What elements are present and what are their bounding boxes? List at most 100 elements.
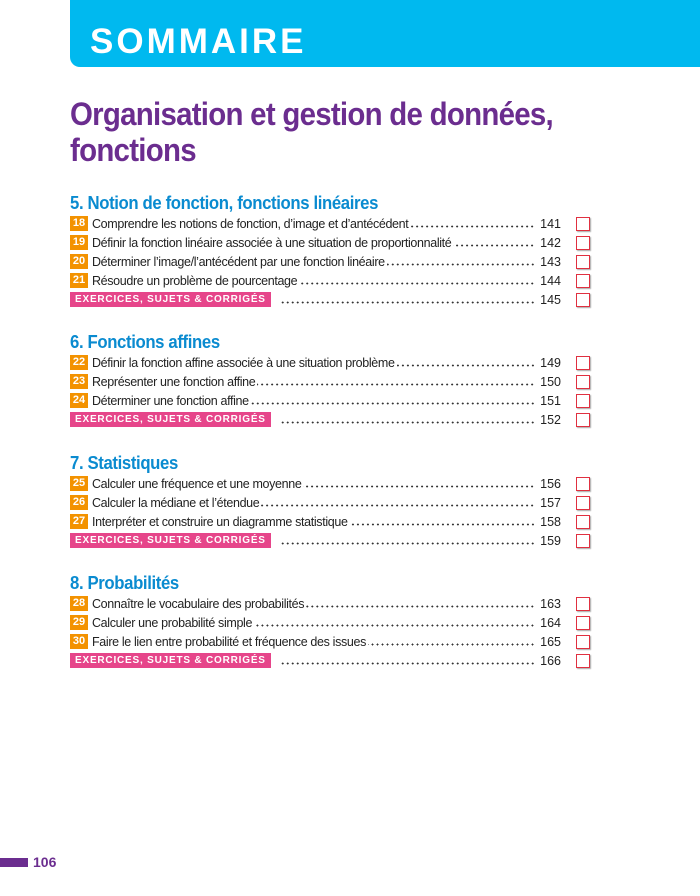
exercises-badge: EXERCICES, SUJETS & CORRIGÉS xyxy=(70,533,271,548)
entry-page: 163 xyxy=(540,596,561,611)
toc-section: 6. Fonctions affines 22 Définir la fonct… xyxy=(70,331,590,429)
chapter-number-badge: 27 xyxy=(70,514,88,529)
page-number: 106 xyxy=(33,854,57,870)
entry-label: Calculer une probabilité simple xyxy=(92,615,253,630)
entry-page: 149 xyxy=(540,355,561,370)
entry-page: 143 xyxy=(540,254,561,269)
entry-label: Comprendre les notions de fonction, d’im… xyxy=(92,216,409,231)
toc-entry[interactable]: 20 Déterminer l’image/l’antécédent par u… xyxy=(70,252,590,271)
toc-entry[interactable]: 24 Déterminer une fonction affine 151 xyxy=(70,391,590,410)
chapter-number-badge: 28 xyxy=(70,596,88,611)
entry-page: 157 xyxy=(540,495,561,510)
entry-label: Définir la fonction affine associée à un… xyxy=(92,355,395,370)
toc-entry[interactable]: 26 Calculer la médiane et l’étendue 157 xyxy=(70,493,590,512)
entry-page: 144 xyxy=(540,273,561,288)
dot-leader xyxy=(261,504,535,507)
checkbox[interactable] xyxy=(576,653,590,668)
toc-entry[interactable]: 19 Définir la fonction linéaire associée… xyxy=(70,233,590,252)
page-title: Organisation et gestion de données, fonc… xyxy=(70,96,554,168)
dot-leader xyxy=(278,301,535,304)
checkbox[interactable] xyxy=(576,235,590,250)
checkbox[interactable] xyxy=(576,216,590,231)
checkbox[interactable] xyxy=(576,393,590,408)
dot-leader xyxy=(250,402,535,405)
toc-entry[interactable]: 22 Définir la fonction affine associée à… xyxy=(70,353,590,372)
entry-page: 145 xyxy=(540,292,561,307)
dot-leader xyxy=(367,643,535,646)
entry-label: Déterminer l’image/l’antécédent par une … xyxy=(92,254,385,269)
toc-entry-exercises[interactable]: EXERCICES, SUJETS & CORRIGÉS 145 xyxy=(70,290,590,309)
toc-entry[interactable]: 25 Calculer une fréquence et une moyenne… xyxy=(70,474,590,493)
entry-page: 165 xyxy=(540,634,561,649)
checkbox[interactable] xyxy=(576,533,590,548)
checkbox[interactable] xyxy=(576,374,590,389)
checkbox[interactable] xyxy=(576,634,590,649)
section-heading: 8. Probabilités xyxy=(70,573,179,593)
toc-entry-exercises[interactable]: EXERCICES, SUJETS & CORRIGÉS 159 xyxy=(70,531,590,550)
toc-entry[interactable]: 27 Interpréter et construire un diagramm… xyxy=(70,512,590,531)
entry-page: 152 xyxy=(540,412,561,427)
checkbox[interactable] xyxy=(576,412,590,427)
chapter-number-badge: 18 xyxy=(70,216,88,231)
entry-page: 142 xyxy=(540,235,561,250)
checkbox[interactable] xyxy=(576,615,590,630)
chapter-number-badge: 24 xyxy=(70,393,88,408)
toc-entry[interactable]: 29 Calculer une probabilité simple 164 xyxy=(70,613,590,632)
section-heading: 7. Statistiques xyxy=(70,453,178,473)
checkbox[interactable] xyxy=(576,596,590,611)
entry-page: 159 xyxy=(540,533,561,548)
dot-leader xyxy=(278,662,535,665)
exercises-badge: EXERCICES, SUJETS & CORRIGÉS xyxy=(70,292,271,307)
dot-leader xyxy=(453,244,535,247)
entry-label: Définir la fonction linéaire associée à … xyxy=(92,235,452,250)
chapter-number-badge: 30 xyxy=(70,634,88,649)
checkbox[interactable] xyxy=(576,476,590,491)
checkbox[interactable] xyxy=(576,495,590,510)
exercises-badge: EXERCICES, SUJETS & CORRIGÉS xyxy=(70,653,271,668)
entry-label: Interpréter et construire un diagramme s… xyxy=(92,514,348,529)
dot-leader xyxy=(396,364,535,367)
entry-page: 158 xyxy=(540,514,561,529)
checkbox[interactable] xyxy=(576,292,590,307)
entry-page: 150 xyxy=(540,374,561,389)
entry-page: 151 xyxy=(540,393,561,408)
footer-bar xyxy=(0,858,28,867)
chapter-number-badge: 21 xyxy=(70,273,88,288)
chapter-number-badge: 19 xyxy=(70,235,88,250)
toc-entry[interactable]: 21 Résoudre un problème de pourcentage 1… xyxy=(70,271,590,290)
checkbox[interactable] xyxy=(576,355,590,370)
toc-entry[interactable]: 18 Comprendre les notions de fonction, d… xyxy=(70,214,590,233)
chapter-number-badge: 29 xyxy=(70,615,88,630)
entry-page: 156 xyxy=(540,476,561,491)
chapter-number-badge: 26 xyxy=(70,495,88,510)
toc-entry[interactable]: 23 Représenter une fonction affine 150 xyxy=(70,372,590,391)
header-banner: SOMMAIRE xyxy=(70,0,700,67)
dot-leader xyxy=(254,624,535,627)
toc-entry[interactable]: 28 Connaître le vocabulaire des probabil… xyxy=(70,594,590,613)
chapter-number-badge: 22 xyxy=(70,355,88,370)
entry-page: 141 xyxy=(540,216,561,231)
toc-entry[interactable]: 30 Faire le lien entre probabilité et fr… xyxy=(70,632,590,651)
toc-entry-exercises[interactable]: EXERCICES, SUJETS & CORRIGÉS 152 xyxy=(70,410,590,429)
header-label: SOMMAIRE xyxy=(90,22,307,61)
checkbox[interactable] xyxy=(576,514,590,529)
toc-section: 5. Notion de fonction, fonctions linéair… xyxy=(70,192,590,309)
chapter-number-badge: 25 xyxy=(70,476,88,491)
checkbox[interactable] xyxy=(576,254,590,269)
dot-leader xyxy=(257,383,535,386)
chapter-number-badge: 20 xyxy=(70,254,88,269)
entry-label: Calculer la médiane et l’étendue xyxy=(92,495,260,510)
exercises-badge: EXERCICES, SUJETS & CORRIGÉS xyxy=(70,412,271,427)
dot-leader xyxy=(299,282,535,285)
entry-label: Connaître le vocabulaire des probabilité… xyxy=(92,596,305,611)
dot-leader xyxy=(278,421,535,424)
chapter-number-badge: 23 xyxy=(70,374,88,389)
entry-label: Déterminer une fonction affine xyxy=(92,393,249,408)
toc-entry-exercises[interactable]: EXERCICES, SUJETS & CORRIGÉS 166 xyxy=(70,651,590,670)
toc-section: 8. Probabilités 28 Connaître le vocabula… xyxy=(70,572,590,670)
checkbox[interactable] xyxy=(576,273,590,288)
dot-leader xyxy=(303,485,535,488)
entry-label: Calculer une fréquence et une moyenne xyxy=(92,476,302,491)
entry-label: Résoudre un problème de pourcentage xyxy=(92,273,298,288)
toc-section: 7. Statistiques 25 Calculer une fréquenc… xyxy=(70,452,590,550)
